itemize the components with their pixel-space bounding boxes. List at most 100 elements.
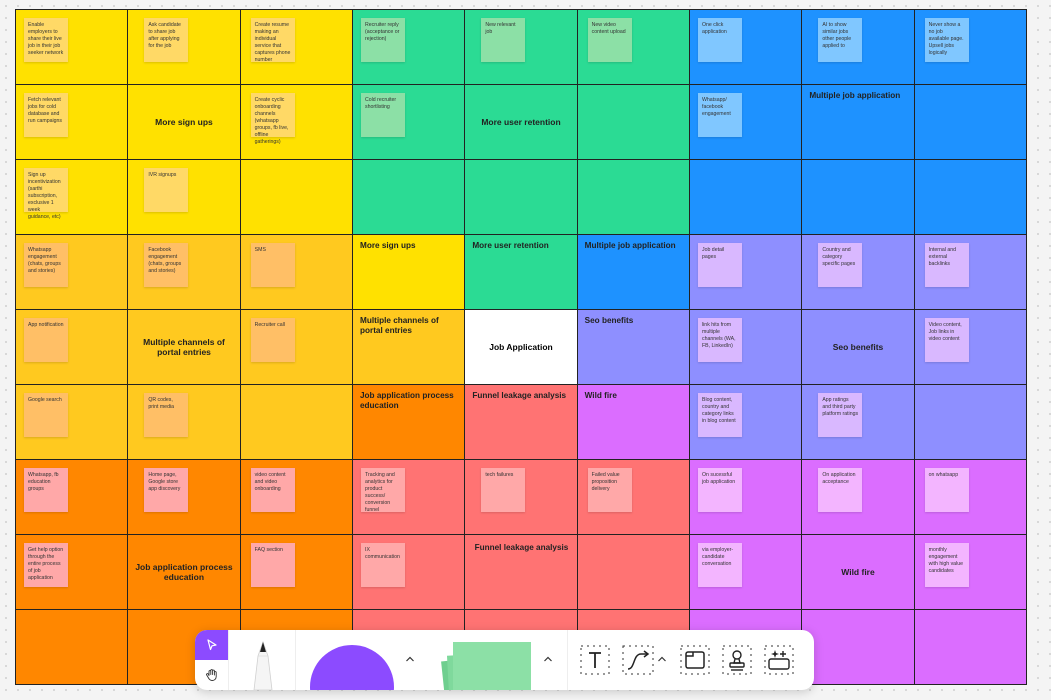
shape-options-chevron[interactable] — [403, 652, 417, 666]
sticky-note[interactable]: Google search — [24, 393, 68, 437]
board-cell[interactable]: On application acceptance — [802, 460, 915, 535]
board-cell[interactable]: Get help option through the entire proce… — [16, 535, 129, 610]
board-cell[interactable] — [802, 160, 915, 235]
sticky-note[interactable]: Home page, Google store app discovery — [144, 468, 189, 512]
text-tool-button[interactable] — [579, 644, 611, 676]
board-cell[interactable]: Blog content, country and category links… — [690, 385, 803, 460]
board-cell[interactable] — [577, 535, 690, 610]
board-cell[interactable] — [802, 610, 915, 685]
board-cell[interactable] — [353, 160, 466, 235]
board-cell[interactable]: Whatsapp, fb education groups — [16, 460, 129, 535]
board-cell[interactable]: Recruiter reply (acceptance or rejection… — [353, 10, 466, 85]
sticky-note[interactable]: Internal and external backlinks — [924, 243, 969, 287]
board-cell[interactable]: Create cyclic onboarding channels (whats… — [240, 85, 353, 160]
sticky-note[interactable]: AI to show similar jobs other people app… — [818, 18, 863, 62]
board-cell[interactable]: Whatsapp engagement (chats, groups and s… — [16, 235, 129, 310]
board-cell[interactable]: tech failures — [465, 460, 578, 535]
board-cell[interactable]: On sucessful job application — [690, 460, 803, 535]
board-cell[interactable] — [16, 610, 129, 685]
board-cell[interactable] — [577, 85, 690, 160]
board-cell[interactable]: Create resume making an individual servi… — [240, 10, 353, 85]
sticky-note[interactable]: On sucessful job application — [698, 468, 742, 512]
board-cell[interactable] — [914, 385, 1027, 460]
sticky-note[interactable]: Never show a no job available page. Upse… — [924, 18, 969, 62]
sticky-note[interactable]: IVR signups — [144, 168, 189, 212]
board-cell[interactable]: More sign ups — [353, 235, 466, 310]
board-cell[interactable]: Sign up incentivization (sarthi subscrip… — [16, 160, 129, 235]
board-cell[interactable]: Seo benefits — [802, 310, 915, 385]
board-cell[interactable]: Google search — [16, 385, 129, 460]
board-cell[interactable]: SMS — [240, 235, 353, 310]
sticky-note[interactable]: Tracking and analytics for product succe… — [361, 468, 405, 513]
board-cell[interactable]: Recruiter call — [240, 310, 353, 385]
sticky-note[interactable]: Blog content, country and category links… — [698, 393, 742, 437]
board-cell[interactable]: Ask candidate to share job after applyin… — [128, 10, 241, 85]
board-cell[interactable]: New relevant job — [465, 10, 578, 85]
board-cell[interactable]: Multiple channels of portal entries — [128, 310, 241, 385]
board-cell[interactable]: AI to show similar jobs other people app… — [802, 10, 915, 85]
board-cell[interactable]: video content and video onboarding — [240, 460, 353, 535]
sticky-note[interactable]: New video content upload — [587, 18, 632, 62]
sticky-note[interactable]: Get help option through the entire proce… — [24, 543, 68, 587]
board-cell[interactable]: QR codes, print media — [128, 385, 241, 460]
select-tool-button[interactable] — [195, 630, 228, 660]
sticky-note[interactable]: link hits from multiple channels (WA, FB… — [698, 318, 742, 362]
board-cell[interactable]: Cold recruiter shortlisting — [353, 85, 466, 160]
sticky-note[interactable]: Facebook engagement (chats, groups and s… — [144, 243, 189, 287]
sticky-note[interactable]: Whatsapp, fb education groups — [24, 468, 68, 512]
pen-tool-button[interactable] — [243, 638, 283, 690]
board-cell[interactable]: Funnel leakage analysis — [465, 385, 578, 460]
sticky-note[interactable]: On application acceptance — [818, 468, 863, 512]
board-cell[interactable]: on whatsapp — [914, 460, 1027, 535]
stamp-tool-button[interactable] — [721, 644, 753, 676]
hand-tool-button[interactable] — [195, 660, 228, 690]
board-cell[interactable]: Failed value proposition delivery — [577, 460, 690, 535]
board-cell[interactable]: FAQ section — [240, 535, 353, 610]
sticky-note[interactable]: QR codes, print media — [144, 393, 189, 437]
sticky-note[interactable]: Create cyclic onboarding channels (whats… — [250, 93, 295, 145]
sticky-note[interactable]: tech failures — [481, 468, 526, 512]
board-cell[interactable] — [240, 385, 353, 460]
sticky-note[interactable]: New relevant job — [481, 18, 526, 62]
more-tools-button[interactable] — [763, 644, 795, 676]
sticky-note[interactable]: Recruiter reply (acceptance or rejection… — [361, 18, 405, 62]
board-cell[interactable] — [577, 160, 690, 235]
board-cell[interactable] — [690, 160, 803, 235]
board-cell[interactable]: Job application process education — [128, 535, 241, 610]
board-cell[interactable]: Enable employers to share their live job… — [16, 10, 129, 85]
board-cell[interactable]: Multiple job application — [577, 235, 690, 310]
board-cell[interactable] — [240, 160, 353, 235]
sticky-note[interactable]: App notification — [24, 318, 68, 362]
board-cell[interactable] — [914, 85, 1027, 160]
board-cell[interactable] — [914, 610, 1027, 685]
sticky-note[interactable]: App ratings and third party platform rat… — [818, 393, 863, 437]
board-cell[interactable]: link hits from multiple channels (WA, FB… — [690, 310, 803, 385]
board-cell[interactable]: Wild fire — [577, 385, 690, 460]
board-cell[interactable]: via employer-candidate conversation — [690, 535, 803, 610]
sticky-note[interactable]: Ask candidate to share job after applyin… — [144, 18, 189, 62]
board-cell[interactable]: IX communication — [353, 535, 466, 610]
sticky-note[interactable]: Enable employers to share their live job… — [24, 18, 68, 62]
board-cell[interactable]: Internal and external backlinks — [914, 235, 1027, 310]
sticky-note[interactable]: Recruiter call — [250, 318, 295, 362]
board-cell[interactable]: New video content upload — [577, 10, 690, 85]
sticky-note[interactable]: Fetch relevant jobs for cold database an… — [24, 93, 68, 137]
board-cell[interactable]: IVR signups — [128, 160, 241, 235]
sticky-options-chevron[interactable] — [541, 652, 555, 666]
board-cell[interactable]: More user retention — [465, 235, 578, 310]
sticky-note[interactable]: Job detail pages — [698, 243, 742, 287]
sticky-note[interactable]: Sign up incentivization (sarthi subscrip… — [24, 168, 68, 220]
sticky-note[interactable]: Country and category specific pages — [818, 243, 863, 287]
board-cell[interactable]: Wild fire — [802, 535, 915, 610]
board-cell[interactable]: Whatsapp/ facebook engagement — [690, 85, 803, 160]
board-cell[interactable]: One click application — [690, 10, 803, 85]
board-cell[interactable]: Country and category specific pages — [802, 235, 915, 310]
board-cell[interactable]: Multiple job application — [802, 85, 915, 160]
sticky-note[interactable]: One click application — [698, 18, 742, 62]
board-cell[interactable]: Seo benefits — [577, 310, 690, 385]
connector-options-chevron[interactable] — [655, 652, 669, 666]
board-cell[interactable]: Never show a no job available page. Upse… — [914, 10, 1027, 85]
board-cell[interactable]: Video content, Job links in video conten… — [914, 310, 1027, 385]
board-cell[interactable] — [914, 160, 1027, 235]
board-cell[interactable]: More user retention — [465, 85, 578, 160]
